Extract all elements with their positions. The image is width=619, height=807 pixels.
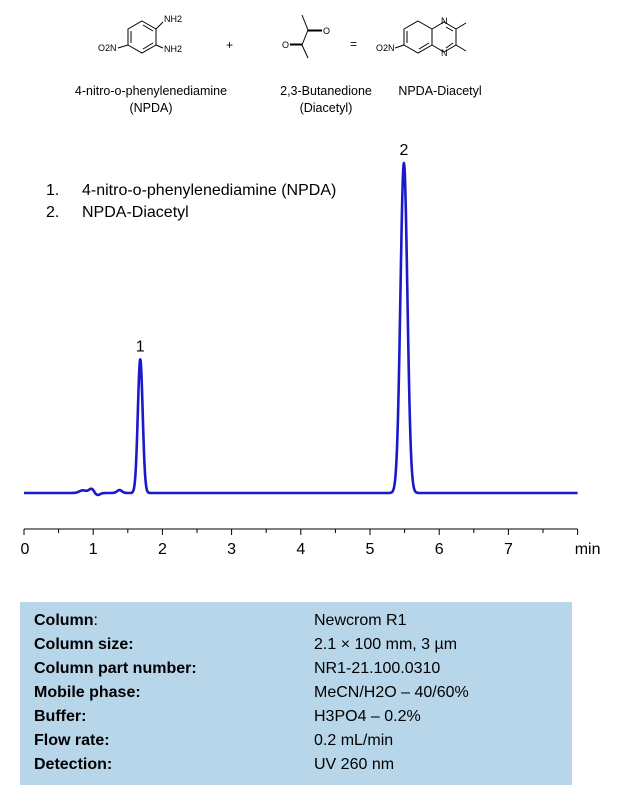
diacetyl-structure	[290, 14, 322, 59]
condition-value: H3PO4 – 0.2%	[314, 708, 421, 725]
x-tick-label: 0	[21, 541, 30, 558]
product-structure	[394, 20, 467, 54]
reactant1-abbr: (NPDA)	[129, 101, 173, 115]
peak-label-2: 2	[399, 142, 408, 159]
condition-value: 2.1 × 100 mm, 3 µm	[314, 636, 458, 653]
peak-label-1: 1	[136, 338, 145, 355]
npda-nh2-bottom: NH2	[164, 44, 182, 54]
condition-key-suffix: :	[93, 612, 98, 629]
reactant2-caption: 2,3-Butanedione (Diacetyl)	[270, 83, 382, 117]
x-tick-label: 5	[366, 541, 375, 558]
reactant1-name: 4-nitro-o-phenylenediamine	[74, 84, 228, 98]
peak-labels: 12	[136, 142, 409, 355]
product-caption: NPDA-Diacetyl	[390, 83, 490, 100]
condition-row: Column: Newcrom R1	[20, 612, 572, 636]
reactant1-caption: 4-nitro-o-phenylenediamine (NPDA)	[58, 83, 244, 117]
condition-key: Mobile phase:	[34, 684, 141, 701]
npda-no2: O2N	[98, 43, 117, 53]
npda-structure	[117, 20, 164, 54]
x-tick-label: 3	[227, 541, 236, 558]
condition-row: Column part number: NR1-21.100.0310	[20, 660, 572, 684]
product-no2: O2N	[376, 43, 395, 53]
chart-legend: 1. 4-nitro-o-phenylenediamine (NPDA) 2. NP…	[46, 180, 336, 224]
product-n-top: N	[441, 16, 448, 26]
condition-key: Detection:	[34, 756, 113, 773]
reaction-scheme: NH2 NH2 O2N O O N N O2N	[0, 0, 619, 125]
plus-operator: +	[226, 38, 234, 52]
legend-item-1: 1. 4-nitro-o-phenylenediamine (NPDA)	[46, 180, 336, 202]
condition-key: Flow rate:	[34, 732, 110, 749]
condition-row: Column size: 2.1 × 100 mm, 3 µm	[20, 636, 572, 660]
x-tick-label: 4	[296, 541, 305, 558]
diacetyl-o-left: O	[282, 40, 289, 50]
condition-row: Buffer: H3PO4 – 0.2%	[20, 708, 572, 732]
condition-row: Flow rate: 0.2 mL/min	[20, 732, 572, 756]
x-tick-label: 1	[89, 541, 98, 558]
condition-row: Mobile phase: MeCN/H2O – 40/60%	[20, 684, 572, 708]
condition-key: Column part number:	[34, 660, 197, 677]
condition-key: Buffer:	[34, 708, 87, 725]
condition-value: UV 260 nm	[314, 756, 395, 773]
condition-key: Column:	[34, 612, 98, 629]
condition-value: Newcrom R1	[314, 612, 407, 629]
legend-item-2-label: NPDA-Diacetyl	[82, 204, 189, 221]
npda-nh2-top: NH2	[164, 14, 182, 24]
x-axis: 0 1 2 3 4 5 6 7 min	[21, 528, 601, 558]
condition-value: MeCN/H2O – 40/60%	[314, 684, 469, 701]
legend-item-2-number: 2.	[46, 204, 60, 221]
condition-key: Column size:	[34, 636, 134, 653]
trace-layer	[23, 161, 579, 497]
reactant2-name: 2,3-Butanedione	[280, 84, 372, 98]
chromatogram: 12 0 1 2 3 4 5 6 7 min	[21, 142, 601, 558]
diacetyl-o-right: O	[323, 26, 330, 36]
reaction-structures: NH2 NH2 O2N O O N N O2N	[98, 14, 467, 59]
legend-item-1-number: 1.	[46, 182, 60, 199]
x-tick-label: 7	[504, 541, 513, 558]
x-tick-label: 6	[435, 541, 444, 558]
product-name: NPDA-Diacetyl	[398, 84, 482, 98]
condition-row: Detection: UV 260 nm	[20, 756, 572, 780]
product-n-bottom: N	[441, 48, 448, 58]
legend-item-2: 2. NPDA-Diacetyl	[46, 202, 336, 224]
chromatogram-trace	[23, 161, 579, 497]
conditions-panel: Column: Newcrom R1 Column size: 2.1 × 100 m…	[20, 602, 572, 785]
x-axis-label: min	[575, 541, 601, 558]
x-tick-label: 2	[158, 541, 167, 558]
condition-value: 0.2 mL/min	[314, 732, 394, 749]
reactant2-abbr: (Diacetyl)	[299, 101, 353, 115]
equals-operator: =	[350, 37, 358, 51]
condition-value: NR1-21.100.0310	[314, 660, 441, 677]
legend-item-1-label: 4-nitro-o-phenylenediamine (NPDA)	[82, 182, 337, 199]
